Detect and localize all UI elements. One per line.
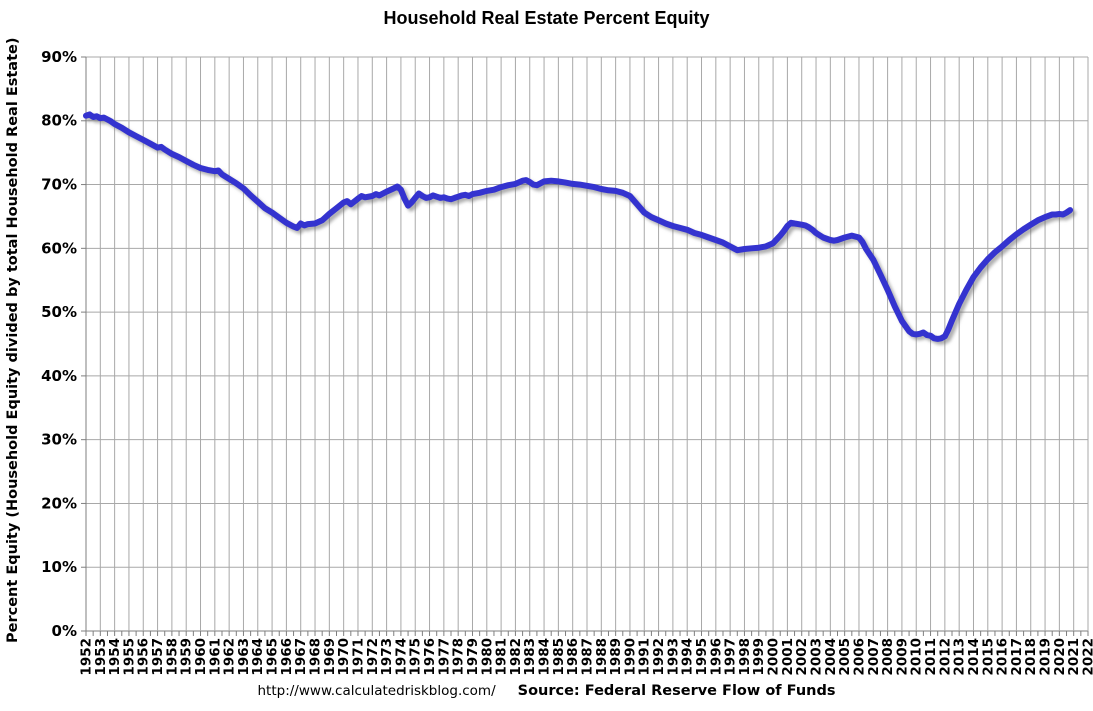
x-tick-label: 1974	[393, 638, 409, 676]
x-tick-label: 1971	[350, 638, 366, 676]
x-tick-label: 1998	[737, 638, 753, 676]
x-tick-label: 1973	[379, 638, 395, 676]
x-tick-label: 2008	[880, 638, 896, 676]
x-tick-label: 1991	[637, 638, 653, 676]
x-tick-label: 1983	[522, 638, 538, 676]
x-tick-label: 1956	[136, 638, 152, 676]
x-tick-label: 1954	[107, 638, 123, 676]
x-tick-label: 1997	[723, 638, 739, 676]
x-tick-label: 2020	[1052, 638, 1068, 676]
x-tick-label: 2011	[923, 638, 939, 676]
x-tick-label: 1976	[422, 638, 438, 676]
x-tick-label: 1957	[150, 638, 166, 676]
y-tick-label: 40%	[41, 367, 77, 385]
x-tick-label: 2018	[1023, 638, 1039, 676]
x-tick-label: 2004	[823, 638, 839, 676]
x-tick-label: 2003	[808, 638, 824, 676]
x-tick-label: 1965	[265, 638, 281, 676]
x-tick-label: 2016	[995, 638, 1011, 676]
x-tick-label: 1990	[622, 638, 638, 676]
x-tick-label: 1979	[465, 638, 481, 676]
x-tick-label: 2010	[909, 638, 925, 676]
x-tick-label: 1968	[307, 638, 323, 676]
x-tick-label: 1964	[250, 638, 266, 676]
x-tick-label: 2005	[837, 638, 853, 676]
x-tick-label: 2012	[937, 638, 953, 676]
x-tick-label: 1989	[608, 638, 624, 676]
x-tick-label: 1984	[537, 638, 553, 676]
x-tick-label: 1958	[164, 638, 180, 676]
equity-line	[83, 111, 1074, 342]
footer-source-text: Source: Federal Reserve Flow of Funds	[517, 683, 836, 699]
x-tick-label: 1962	[222, 638, 238, 676]
y-tick-label: 50%	[41, 303, 77, 321]
chart-title: Household Real Estate Percent Equity	[383, 8, 710, 28]
x-tick-label: 1999	[751, 638, 767, 676]
x-tick-label: 1952	[78, 638, 94, 676]
x-tick-label: 2013	[952, 638, 968, 676]
y-tick-label: 80%	[41, 112, 77, 130]
x-tick-label: 1980	[479, 638, 495, 676]
y-tick-label: 70%	[41, 176, 77, 194]
y-tick-label: 60%	[41, 239, 77, 257]
x-tick-label: 1985	[551, 638, 567, 676]
y-tick-label: 90%	[41, 48, 77, 66]
x-tick-label: 1961	[207, 638, 223, 676]
x-tick-label: 2000	[766, 638, 782, 676]
x-tick-label: 2014	[966, 638, 982, 676]
x-tick-label: 1981	[494, 638, 510, 676]
x-tick-label: 1992	[651, 638, 667, 676]
footer-url-text: http://www.calculatedriskblog.com/	[257, 683, 496, 699]
x-tick-label: 2015	[980, 638, 996, 676]
x-tick-label: 1970	[336, 638, 352, 676]
x-tick-label: 1975	[408, 638, 424, 676]
x-tick-label: 1988	[594, 638, 610, 676]
x-tick-label: 1977	[436, 638, 452, 676]
y-tick-label: 10%	[41, 558, 77, 576]
x-tick-label: 1986	[565, 638, 581, 676]
x-tick-label: 1978	[451, 638, 467, 676]
x-tick-label: 1996	[708, 638, 724, 676]
x-tick-label: 1960	[193, 638, 209, 676]
x-tick-label: 1959	[179, 638, 195, 676]
x-tick-label: 2019	[1038, 638, 1054, 676]
y-tick-label: 0%	[52, 622, 77, 640]
x-tick-label: 1987	[579, 638, 595, 676]
x-tick-label: 1955	[121, 638, 137, 676]
x-tick-label: 2021	[1066, 638, 1082, 676]
x-tick-label: 1969	[322, 638, 338, 676]
x-tick-label: 2007	[866, 638, 882, 676]
x-tick-label: 2002	[794, 638, 810, 676]
x-tick-label: 1966	[279, 638, 295, 676]
x-tick-label: 1967	[293, 638, 309, 676]
x-tick-label: 2006	[851, 638, 867, 676]
x-tick-label: 1982	[508, 638, 524, 676]
x-tick-label: 1995	[694, 638, 710, 676]
x-tick-label: 1953	[93, 638, 109, 676]
y-tick-label: 20%	[41, 494, 77, 512]
x-tick-label: 1994	[680, 638, 696, 676]
y-tick-label: 30%	[41, 431, 77, 449]
chart-footer: http://www.calculatedriskblog.com/ Sourc…	[0, 683, 1093, 699]
x-tick-label: 2009	[894, 638, 910, 676]
x-tick-label: 2001	[780, 638, 796, 676]
x-tick-label: 1963	[236, 638, 252, 676]
x-tick-label: 1993	[665, 638, 681, 676]
x-tick-label: 2022	[1080, 638, 1093, 676]
x-tick-label: 2017	[1009, 638, 1025, 676]
x-tick-label: 1972	[365, 638, 381, 676]
